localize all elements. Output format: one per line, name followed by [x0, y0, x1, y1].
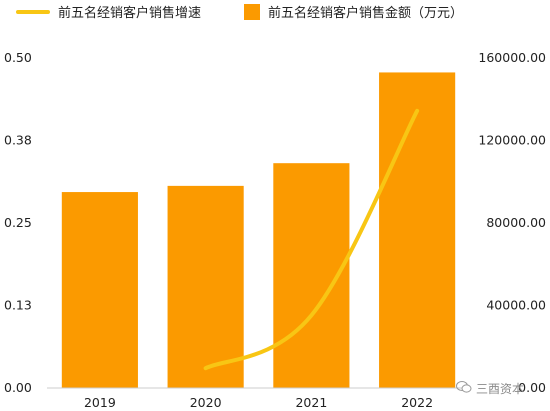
x-tick-label: 2020 — [190, 395, 222, 410]
bar-2022 — [379, 72, 456, 388]
legend-bar-swatch — [244, 4, 260, 20]
y-left-tick-label: 0.50 — [4, 50, 32, 65]
x-tick-label: 2021 — [295, 395, 327, 410]
y-left-tick-label: 0.38 — [4, 133, 32, 148]
legend-line-label: 前五名经销客户销售增速 — [58, 5, 201, 21]
watermark: 三酉资本 — [455, 380, 524, 397]
axes: 0.00 0.13 0.25 0.38 0.50 0.00 40000.00 80000.00… — [4, 50, 546, 410]
y-right-tick-label: 80000.00 — [486, 215, 546, 230]
bar-2019 — [61, 192, 138, 388]
line-series — [203, 108, 420, 371]
y-left-tick-label: 0.00 — [4, 380, 32, 395]
wechat-icon — [455, 380, 472, 397]
y-left-tick-label: 0.25 — [4, 215, 32, 230]
legend-bar-label: 前五名经销客户销售金额（万元） — [268, 5, 463, 21]
watermark-text: 三酉资本 — [475, 382, 524, 396]
x-tick-label: 2022 — [401, 395, 433, 410]
y-left-tick-label: 0.13 — [4, 298, 32, 313]
y-right-tick-label: 160000.00 — [478, 50, 546, 65]
x-tick-label: 2019 — [84, 395, 116, 410]
growth-line — [203, 108, 420, 371]
legend: 前五名经销客户销售增速 前五名经销客户销售金额（万元） — [16, 4, 463, 21]
bar-series — [61, 72, 456, 388]
y-right-tick-label: 0.00 — [518, 380, 546, 395]
bar-2020 — [167, 185, 244, 388]
y-right-tick-label: 40000.00 — [486, 298, 546, 313]
y-right-tick-label: 120000.00 — [478, 133, 546, 148]
